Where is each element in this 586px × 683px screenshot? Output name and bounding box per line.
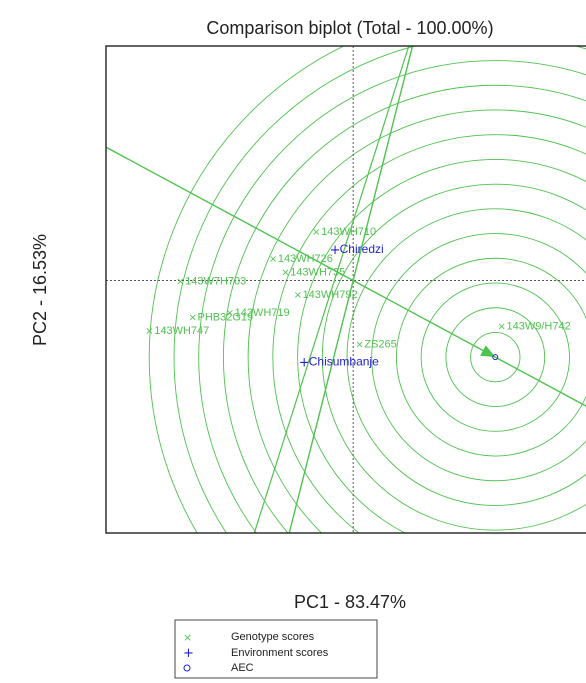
legend-genotype-label: Genotype scores xyxy=(231,631,315,643)
legend-aec-label: AEC xyxy=(231,662,254,674)
aec-point xyxy=(492,354,499,361)
guide-lines xyxy=(106,46,586,533)
genotype-label: 143W9/H742 xyxy=(506,321,570,333)
environment-label: Chisumbanje xyxy=(309,355,379,369)
genotype-label: PHB32G19 xyxy=(198,312,254,324)
concentric-ring xyxy=(223,84,586,533)
aec-arrowhead xyxy=(480,345,496,358)
y-axis-label: PC2 - 16.53% xyxy=(30,234,50,346)
genotype-label: 143WH726 xyxy=(278,253,333,265)
environment-label: Chiredzi xyxy=(340,242,384,256)
concentric-ring xyxy=(420,282,570,432)
legend: × Genotype scores + Environment scores A… xyxy=(174,619,378,679)
chart-title: Comparison biplot (Total - 100.00%) xyxy=(206,18,493,38)
concentric-ring xyxy=(148,46,345,533)
concentric-ring xyxy=(346,208,586,506)
aec-ordinate-line xyxy=(288,46,414,533)
concentric-ring xyxy=(445,307,546,407)
concentric-ring xyxy=(247,109,586,533)
genotype-point: × xyxy=(294,290,302,301)
concentric-ring xyxy=(395,257,586,457)
concentric-ring xyxy=(371,233,586,482)
genotype-point: × xyxy=(355,340,363,351)
score-points: × 143W9/H742× ZS265× 143WH710× 143WH726× 143W… xyxy=(145,226,570,371)
concentric-ring xyxy=(321,183,586,531)
x-axis-label: PC1 - 83.47% xyxy=(294,592,406,612)
genotype-point: × xyxy=(281,267,289,278)
genotype-label: 143WH710 xyxy=(321,226,376,238)
genotype-point: × xyxy=(497,322,505,333)
legend-environment-label: Environment scores xyxy=(231,647,329,659)
genotype-point: × xyxy=(312,227,320,238)
legend-aec-marker xyxy=(183,664,191,672)
genotype-label: 143WH735 xyxy=(290,266,345,278)
genotype-point: × xyxy=(189,313,197,324)
genotype-label: 143WH747 xyxy=(154,325,209,337)
aec-abscissa-line xyxy=(106,146,586,407)
aec-ordinate-line-secondary xyxy=(253,46,410,533)
legend-genotype-marker: × xyxy=(183,631,192,644)
legend-environment-marker: + xyxy=(183,646,194,661)
plot-frame xyxy=(105,45,586,534)
concentric-ring xyxy=(272,134,586,533)
genotype-point: × xyxy=(269,254,277,265)
concentric-ring xyxy=(470,331,521,383)
genotype-label: ZS265 xyxy=(364,339,396,351)
concentric-ring xyxy=(198,60,586,533)
concentric-ring xyxy=(173,46,586,533)
genotype-point: × xyxy=(145,326,153,337)
environment-point: + xyxy=(299,356,310,371)
concentric-rings xyxy=(148,46,586,533)
genotype-point: × xyxy=(226,308,234,319)
genotype-label: 143W7H703 xyxy=(185,275,246,287)
environment-point: + xyxy=(330,243,341,258)
concentric-ring xyxy=(297,159,586,533)
genotype-label: 143WH792 xyxy=(303,289,358,301)
genotype-label: 143WH719 xyxy=(235,307,290,319)
genotype-point: × xyxy=(176,276,184,287)
legend-box xyxy=(174,619,378,679)
